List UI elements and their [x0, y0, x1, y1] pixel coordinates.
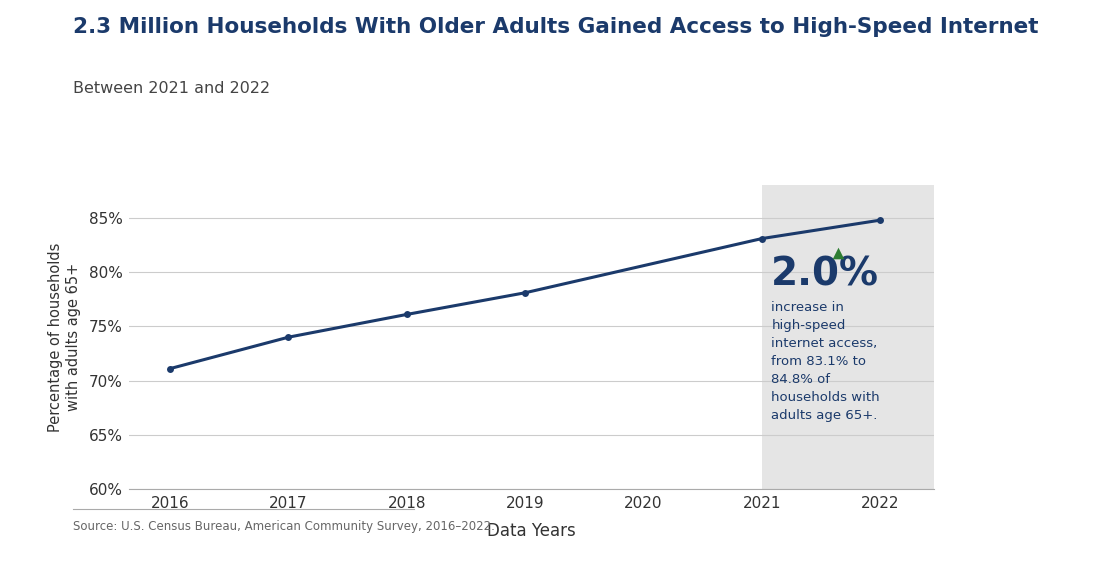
Text: 2.3 Million Households With Older Adults Gained Access to High-Speed Internet: 2.3 Million Households With Older Adults… — [73, 17, 1039, 37]
Text: Between 2021 and 2022: Between 2021 and 2022 — [73, 81, 269, 97]
Text: Source: U.S. Census Bureau, American Community Survey, 2016–2022.: Source: U.S. Census Bureau, American Com… — [73, 520, 494, 533]
Text: increase in
high-speed
internet access,
from 83.1% to
84.8% of
households with
a: increase in high-speed internet access, … — [771, 301, 880, 423]
Bar — [761, 185, 934, 489]
Point — [828, 248, 846, 257]
Text: 2.0%: 2.0% — [771, 256, 880, 294]
X-axis label: Data Years: Data Years — [486, 522, 576, 540]
Y-axis label: Percentage of households
with adults age 65+: Percentage of households with adults age… — [48, 243, 80, 432]
